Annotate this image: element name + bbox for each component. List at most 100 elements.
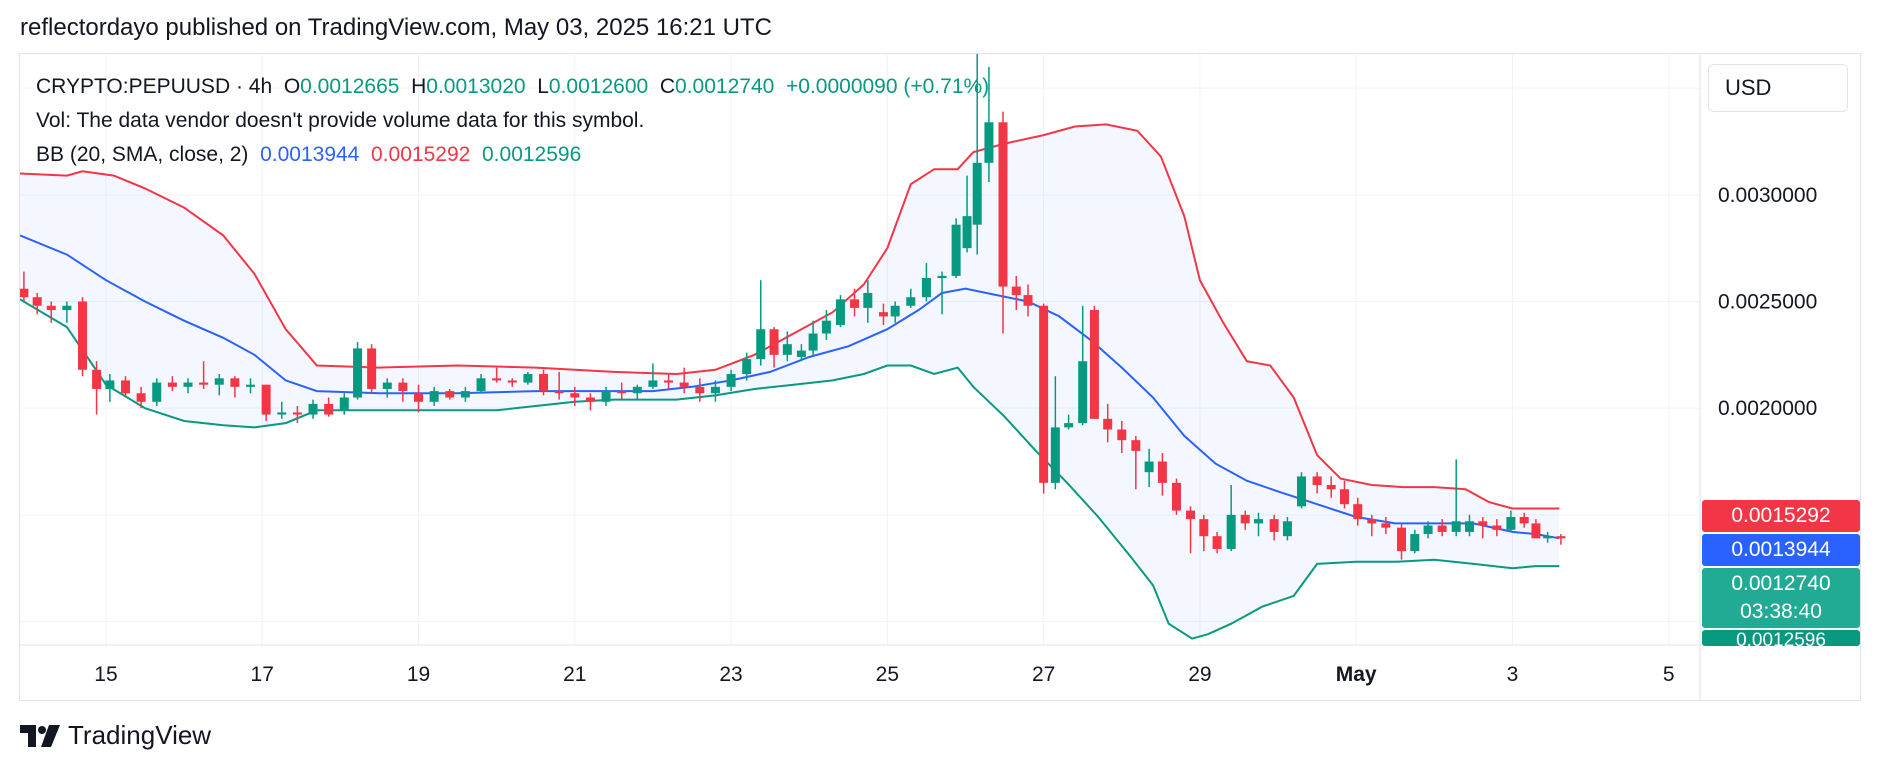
candle-body [46, 305, 56, 311]
candle [648, 363, 658, 389]
chart-legend: CRYPTO:PEPUUSD · 4h O0.0012665 H0.001302… [36, 70, 989, 172]
candle-body [1282, 521, 1292, 537]
candle [277, 401, 287, 419]
currency-button[interactable]: USD [1708, 64, 1848, 112]
candle-body [353, 348, 363, 398]
candle-body [292, 412, 302, 415]
candle [962, 175, 972, 253]
candle [292, 406, 302, 424]
candle [951, 218, 961, 279]
candle [796, 344, 806, 362]
candle-body [1296, 476, 1306, 507]
candle [1492, 519, 1502, 537]
candle [246, 378, 256, 394]
time-tick-label: 27 [1032, 663, 1055, 686]
candle [1312, 472, 1322, 494]
candle [1011, 275, 1021, 311]
candle-body [1050, 427, 1060, 483]
candle [890, 301, 900, 323]
candle [835, 295, 845, 328]
grid-lines [20, 54, 1700, 645]
candle-body [1131, 440, 1141, 451]
candle-body [1089, 310, 1099, 419]
candle [972, 54, 982, 255]
time-tick-label: 5 [1663, 663, 1675, 686]
candle-body [998, 122, 1008, 287]
candle-body [324, 403, 334, 415]
candle-body [921, 278, 931, 298]
candle-body [1186, 510, 1196, 520]
candle [585, 393, 595, 411]
candle [20, 271, 29, 302]
candle [1282, 516, 1292, 541]
candle-body [105, 380, 115, 389]
candle-body [152, 382, 162, 402]
candle-body [937, 275, 947, 279]
candle [1423, 521, 1433, 539]
open-label: O [283, 75, 301, 98]
bb-upper-price-tag: 0.0015292 [1702, 500, 1860, 532]
candle-body [382, 382, 392, 389]
time-axis[interactable]: 15 17 19 21 23 25 27 29 May 3 5 [20, 644, 1860, 686]
candle [1157, 452, 1167, 496]
candle [62, 301, 72, 323]
high-label: H [411, 75, 427, 98]
candle-body [648, 380, 658, 387]
candle-body [261, 384, 271, 415]
candle-body [1423, 525, 1433, 535]
candle [1171, 478, 1181, 515]
candle-body [756, 329, 766, 360]
candle-body [1367, 519, 1377, 524]
candle [1254, 512, 1264, 537]
candle-body [1451, 521, 1461, 532]
candle-body [962, 216, 972, 249]
candle [1199, 514, 1209, 552]
candle-body [429, 391, 439, 402]
candle [183, 378, 193, 394]
candle [1039, 303, 1049, 494]
candle-body [601, 391, 611, 402]
bb-lower-price-tag: 0.0012596 [1702, 630, 1860, 646]
candle [78, 297, 88, 377]
candle [445, 388, 455, 400]
candle [695, 378, 705, 402]
candle [1531, 519, 1541, 539]
candle-body [1519, 516, 1529, 524]
candle [1556, 534, 1566, 545]
candle [1478, 516, 1488, 539]
candle [1103, 403, 1113, 443]
candle-body [277, 412, 287, 415]
candle-body [906, 297, 916, 306]
candle-body [863, 292, 873, 308]
candle-body [878, 312, 888, 317]
bb-basis-price-tag: 0.0013944 [1702, 534, 1860, 566]
candle [742, 352, 752, 381]
candle-body [339, 397, 349, 411]
candle-body [570, 393, 580, 398]
candle-body [1103, 418, 1113, 430]
bb-upper-value: 0.0015292 [371, 143, 471, 166]
bar-countdown: 03:38:40 [1740, 600, 1822, 623]
chart-frame[interactable] [19, 53, 1861, 701]
close-value: 0.0012740 [675, 75, 775, 98]
candle-body [523, 374, 533, 383]
high-value: 0.0013020 [426, 75, 526, 98]
candle [1131, 435, 1141, 490]
tradingview-logo[interactable]: TradingView [20, 720, 211, 751]
candle-body [199, 382, 209, 385]
open-value: 0.0012665 [300, 75, 400, 98]
bb-indicator-label[interactable]: BB (20, SMA, close, 2) [36, 143, 249, 166]
candle [1212, 531, 1222, 554]
candle [46, 301, 56, 323]
legend-bb-row: BB (20, SMA, close, 2) 0.0013944 0.00152… [36, 138, 989, 172]
candle [398, 378, 408, 402]
candle-body [1212, 536, 1222, 549]
candle-body [1437, 525, 1447, 532]
candle-body [445, 391, 455, 398]
symbol-label[interactable]: CRYPTO:PEPUUSD · 4h [36, 75, 273, 98]
candle-body [617, 391, 627, 394]
candle-body [1199, 519, 1209, 537]
candle [414, 384, 424, 413]
candle-body [1397, 527, 1407, 552]
